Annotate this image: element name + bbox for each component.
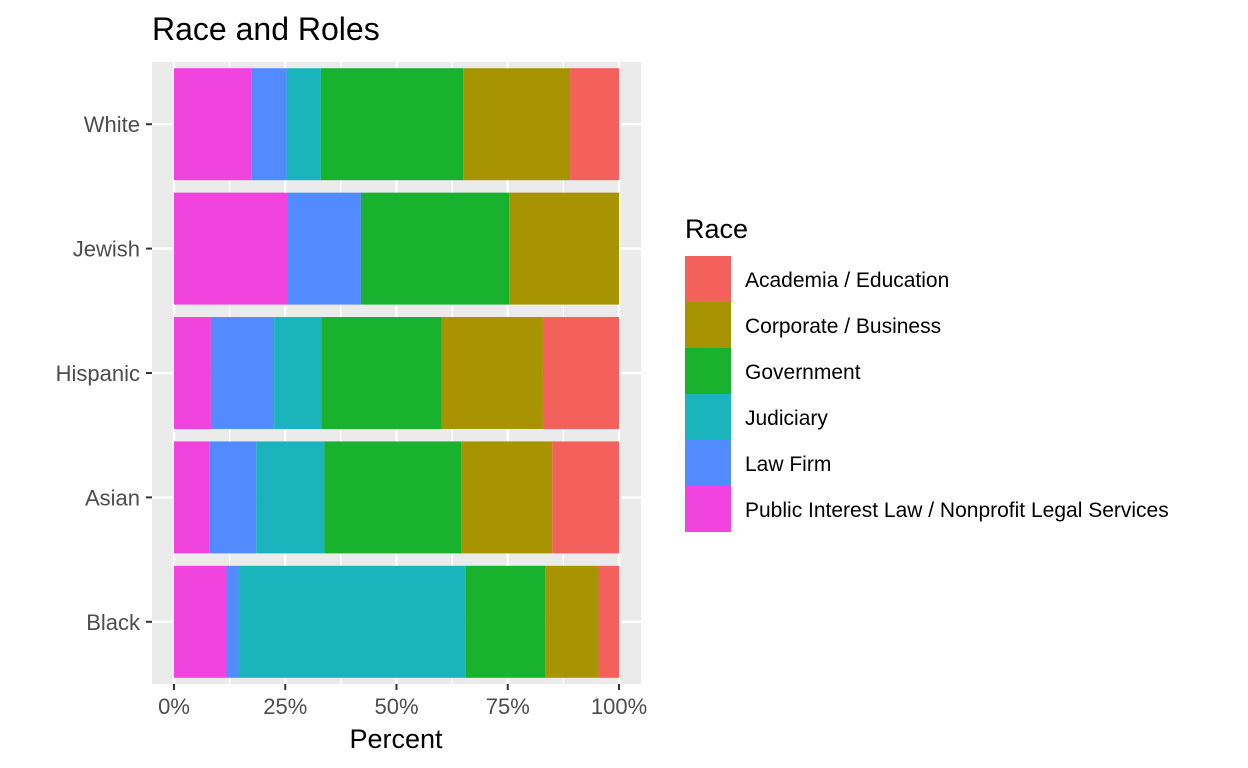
x-tick-label: 75%	[486, 694, 530, 719]
legend-label: Judiciary	[745, 407, 828, 430]
bar-white-law-firm	[251, 68, 287, 181]
legend-label: Public Interest Law / Nonprofit Legal Se…	[745, 499, 1169, 522]
y-tick-label: Black	[86, 610, 141, 635]
y-tick-label: White	[84, 112, 140, 137]
y-tick-label: Jewish	[73, 237, 140, 262]
legend-key	[685, 302, 731, 348]
y-tick-label: Asian	[85, 485, 140, 510]
legend-key	[685, 348, 731, 394]
bar-white-academia-education	[570, 68, 619, 181]
bar-white-government	[320, 68, 464, 181]
bar-asian-public-interest-law-nonprofit-legal-services	[174, 441, 210, 554]
bar-black-judiciary	[238, 565, 466, 678]
bar-white-public-interest-law-nonprofit-legal-services	[174, 68, 252, 181]
bar-jewish-law-firm	[287, 192, 361, 305]
bar-hispanic-corporate-business	[441, 317, 543, 429]
x-tick-label: 25%	[263, 694, 307, 719]
x-tick-label: 100%	[591, 694, 647, 719]
bar-asian-corporate-business	[461, 441, 553, 554]
bar-white-corporate-business	[463, 68, 571, 181]
legend-label: Government	[745, 361, 861, 384]
bar-hispanic-academia-education	[542, 317, 619, 429]
bar-black-government	[465, 565, 546, 678]
legend-key	[685, 394, 731, 440]
y-tick-label: Hispanic	[56, 361, 140, 386]
x-tick-label: 0%	[158, 694, 190, 719]
bar-black-corporate-business	[545, 565, 599, 678]
bar-hispanic-public-interest-law-nonprofit-legal-services	[174, 317, 211, 429]
legend: Race Academia / Education Corporate / Bus…	[685, 214, 1169, 532]
bar-black-academia-education	[598, 565, 619, 678]
legend-key	[685, 486, 731, 532]
bar-black-law-firm	[226, 565, 239, 678]
x-axis-label: Percent	[349, 724, 443, 754]
legend-key	[685, 440, 731, 486]
bar-jewish-public-interest-law-nonprofit-legal-services	[174, 192, 288, 305]
legend-title: Race	[685, 214, 748, 244]
bar-hispanic-law-firm	[210, 317, 275, 429]
bar-asian-law-firm	[209, 441, 257, 554]
legend-key	[685, 256, 731, 302]
chart-title: Race and Roles	[152, 11, 380, 47]
x-tick-label: 50%	[374, 694, 418, 719]
bar-asian-academia-education	[552, 441, 619, 554]
x-axis: 0% 25% 50% 75% 100%	[158, 684, 647, 719]
bar-hispanic-government	[321, 317, 442, 429]
legend-label: Academia / Education	[745, 269, 949, 292]
bar-hispanic-judiciary	[274, 317, 322, 429]
bar-asian-government	[324, 441, 462, 554]
legend-label: Law Firm	[745, 453, 831, 476]
bar-jewish-corporate-business	[509, 192, 619, 305]
legend-label: Corporate / Business	[745, 315, 941, 338]
bar-black-public-interest-law-nonprofit-legal-services	[174, 565, 227, 678]
bar-jewish-government	[360, 192, 510, 305]
bar-asian-judiciary	[256, 441, 325, 554]
bar-white-judiciary	[286, 68, 321, 181]
y-axis: White Jewish Hispanic Asian Black	[56, 112, 152, 635]
bars-layer	[174, 68, 619, 678]
